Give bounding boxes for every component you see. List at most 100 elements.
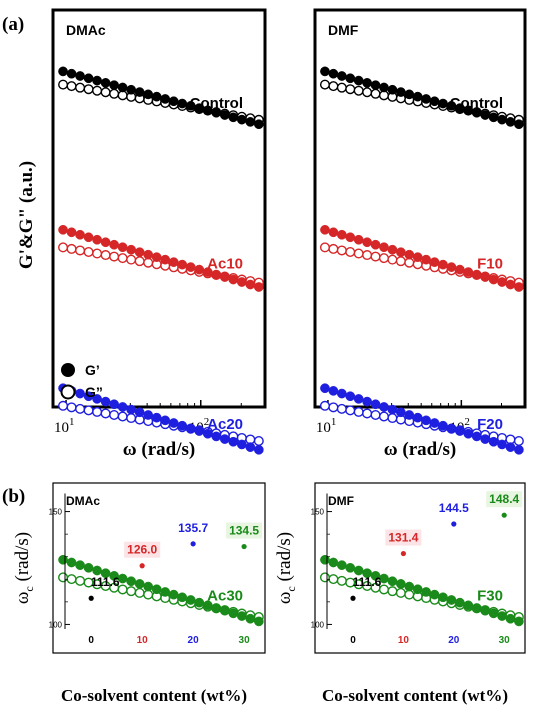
value-label: 135.7 (178, 521, 208, 535)
g-double-prime-point (83, 84, 94, 95)
g-prime-point (117, 402, 128, 412)
g-prime-point (336, 560, 347, 571)
g-prime-point (370, 239, 381, 250)
g-double-prime-point (362, 408, 373, 419)
g-double-prime-point (109, 88, 120, 99)
g-prime-point (228, 274, 239, 285)
plot-frame-b-0 (52, 482, 266, 654)
g-prime-point (117, 242, 128, 253)
g-prime-point (497, 611, 507, 621)
g-prime-point (345, 391, 356, 402)
g-prime-point (66, 557, 77, 568)
x-tick-label: 20 (448, 635, 460, 646)
value-label-bg (124, 541, 161, 558)
x-tick-label: 10 (137, 635, 149, 646)
g-prime-point (253, 119, 264, 130)
g-prime-point (505, 442, 516, 452)
g-prime-point (353, 75, 364, 86)
g-prime-point (143, 410, 154, 420)
data-point (400, 550, 406, 557)
g-double-prime-point (58, 400, 69, 411)
g-prime-point (58, 66, 68, 77)
g-prime-point (514, 119, 524, 130)
g-prime-point (168, 418, 179, 428)
g-prime-point (362, 78, 372, 88)
g-prime-point (429, 418, 440, 428)
series-label: Ac30 (207, 588, 243, 605)
g-prime-point (429, 257, 440, 267)
x-axis-label: Co-solvent content (wt%) (322, 686, 508, 705)
g-prime-point (438, 98, 448, 109)
g-double-prime-point (387, 254, 398, 265)
g-prime-point (168, 589, 179, 600)
g-prime-point (438, 592, 448, 603)
g-prime-point (134, 87, 145, 97)
g-prime-point (75, 229, 85, 240)
g-prime-point (75, 388, 85, 399)
g-double-prime-point (253, 436, 264, 447)
g-prime-point (328, 68, 339, 79)
g-prime-point (505, 613, 516, 624)
g-prime-point (92, 234, 102, 245)
g-prime-point (236, 114, 247, 125)
g-double-prime-point (328, 402, 339, 413)
g-prime-point (404, 249, 415, 260)
g-double-prime-point (319, 400, 330, 411)
g-prime-point (446, 262, 457, 272)
y-tick-label: 100 (311, 620, 325, 629)
g-double-prime-point (58, 79, 69, 90)
g-prime-point (336, 71, 347, 81)
panel-b-letter: (b) (2, 486, 25, 507)
g-prime-point (345, 562, 356, 573)
data-point (139, 563, 145, 569)
g-prime-point (370, 80, 381, 91)
g-prime-point (109, 399, 119, 410)
g-double-prime-point (370, 251, 381, 262)
g-double-prime-point (92, 248, 103, 259)
g-prime-point (362, 396, 372, 407)
value-label: 144.5 (439, 501, 469, 515)
g-prime-point (185, 423, 196, 434)
g-double-prime-point (100, 250, 111, 261)
panel-title: DMF (328, 22, 359, 38)
g-prime-point (92, 565, 102, 576)
y-axis-label: G'&G" (a.u.) (16, 161, 37, 269)
g-prime-point (395, 407, 406, 418)
g-double-prime-point (126, 413, 137, 424)
g-prime-point (488, 112, 499, 123)
g-prime-point (185, 262, 196, 272)
g-prime-point (353, 394, 364, 404)
g-prime-point (395, 579, 406, 589)
g-prime-point (328, 557, 339, 568)
g-double-prime-point (395, 587, 406, 598)
g-prime-point (471, 603, 482, 613)
g-prime-point (236, 611, 247, 621)
g-double-prime-point (370, 88, 381, 99)
x-tick-label: 30 (499, 635, 511, 646)
g-prime-point (455, 264, 465, 275)
g-double-prime-point (143, 589, 154, 600)
data-point (88, 595, 94, 601)
panel-a-letter: (a) (2, 14, 24, 35)
value-label: 126.0 (127, 543, 157, 557)
g-double-prime-point (336, 575, 347, 586)
g-prime-point (497, 114, 507, 125)
g-prime-point (245, 117, 256, 127)
g-prime-point (387, 576, 398, 587)
g-double-prime-point (109, 409, 120, 420)
g-prime-point (143, 581, 154, 592)
g-double-prime-point (83, 405, 94, 416)
g-prime-point (336, 388, 347, 399)
g-prime-point (228, 436, 239, 447)
data-point (241, 543, 247, 550)
g-prime-point (455, 426, 465, 436)
g-double-prime-point (353, 85, 364, 96)
x-axis-label: ω (rad/s) (384, 439, 456, 460)
value-label: 148.4 (489, 492, 519, 506)
g-prime-point (353, 565, 364, 576)
g-double-prime-point (109, 251, 120, 262)
panel-title: DMAc (66, 494, 100, 508)
y-tick-label: 100 (49, 620, 63, 629)
g-prime-point (471, 431, 482, 442)
